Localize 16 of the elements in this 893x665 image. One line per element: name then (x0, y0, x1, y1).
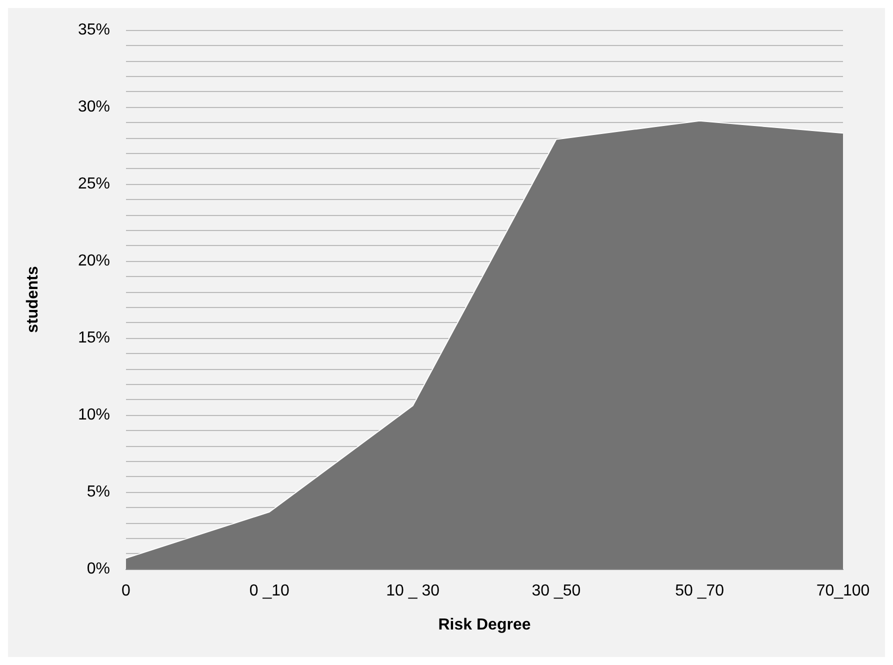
y-tick-label: 15% (78, 330, 110, 346)
x-tick-label: 70_100 (816, 582, 870, 600)
x-tick-label: 0 _10 (249, 582, 290, 600)
y-tick-label: 20% (78, 252, 110, 270)
y-tick-label: 5% (86, 484, 110, 500)
y-tick-label: 35% (78, 22, 110, 38)
y-tick-label: 25% (78, 176, 110, 192)
y-tick-label: 30% (78, 98, 110, 116)
y-axis-title: students (24, 266, 42, 333)
y-tick-label: 10% (78, 406, 110, 424)
x-tick-label: 30 _50 (532, 582, 581, 600)
x-tick-label: 50 _70 (675, 582, 724, 600)
x-tick-label: 0 (122, 582, 131, 600)
x-axis-title: Risk Degree (438, 616, 531, 634)
y-tick-label: 0% (86, 560, 110, 578)
x-tick-label: 10 _ 30 (386, 582, 440, 600)
